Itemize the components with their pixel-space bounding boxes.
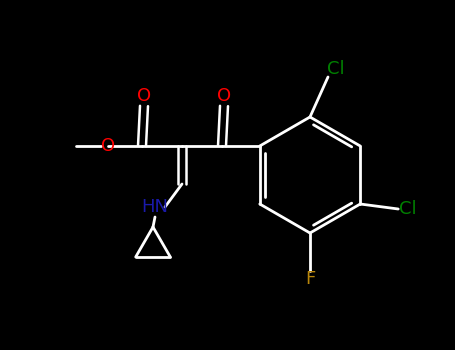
Text: O: O <box>217 87 231 105</box>
Text: O: O <box>137 87 151 105</box>
Text: O: O <box>101 137 115 155</box>
Text: F: F <box>305 270 315 288</box>
Text: Cl: Cl <box>399 200 417 218</box>
Text: HN: HN <box>142 198 168 216</box>
Text: Cl: Cl <box>327 60 345 78</box>
